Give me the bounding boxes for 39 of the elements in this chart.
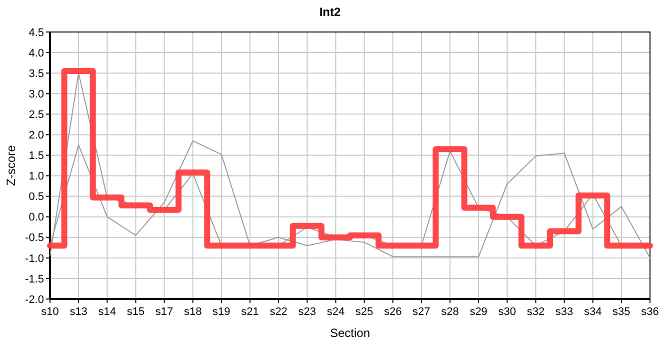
x-tick-label: s18 (184, 306, 202, 318)
x-tick-label: s23 (298, 306, 316, 318)
x-tick-label: s26 (384, 306, 402, 318)
y-tick-label: 3.5 (28, 68, 44, 80)
y-tick-label: 4.5 (28, 26, 44, 39)
x-tick-label: s34 (584, 306, 602, 318)
x-tick-label: s32 (526, 306, 545, 318)
x-tick-label: s19 (212, 306, 230, 318)
y-tick-label: -1.5 (25, 273, 44, 286)
y-tick-label: -1.0 (25, 252, 44, 265)
x-tick-label: s15 (126, 306, 145, 318)
x-tick-label: s21 (241, 306, 259, 318)
y-tick-label: -2.0 (25, 294, 44, 306)
x-tick-label: s33 (555, 306, 574, 318)
y-tick-label: 1.0 (28, 170, 44, 183)
y-tick-label: 4.0 (28, 47, 44, 60)
x-tick-label: s35 (612, 306, 630, 318)
x-tick-label: s25 (355, 306, 374, 318)
y-tick-label: 0.5 (28, 191, 44, 204)
x-tick-label: s30 (498, 306, 516, 318)
x-tick-label: s36 (641, 306, 659, 318)
y-tick-label: 3.0 (28, 88, 44, 100)
y-tick-label: 2.5 (28, 109, 44, 122)
y-tick-label: 1.5 (28, 150, 44, 162)
x-tick-label: s10 (41, 306, 59, 318)
x-axis-title: Section (330, 326, 370, 340)
x-tick-label: s17 (155, 306, 174, 318)
chart-title: Int2 (319, 5, 341, 19)
x-tick-label: s22 (270, 306, 288, 318)
x-tick-label: s14 (98, 306, 116, 318)
x-tick-label: s29 (470, 306, 488, 318)
y-tick-label: 2.0 (28, 130, 44, 142)
x-tick-label: s27 (412, 306, 430, 318)
y-tick-label: -0.5 (25, 232, 44, 244)
y-axis-title: Z-score (4, 144, 18, 186)
x-tick-label: s13 (70, 306, 88, 318)
x-tick-label: s28 (441, 306, 459, 318)
x-tick-label: s24 (326, 306, 345, 318)
y-tick-label: 0.0 (28, 212, 44, 224)
